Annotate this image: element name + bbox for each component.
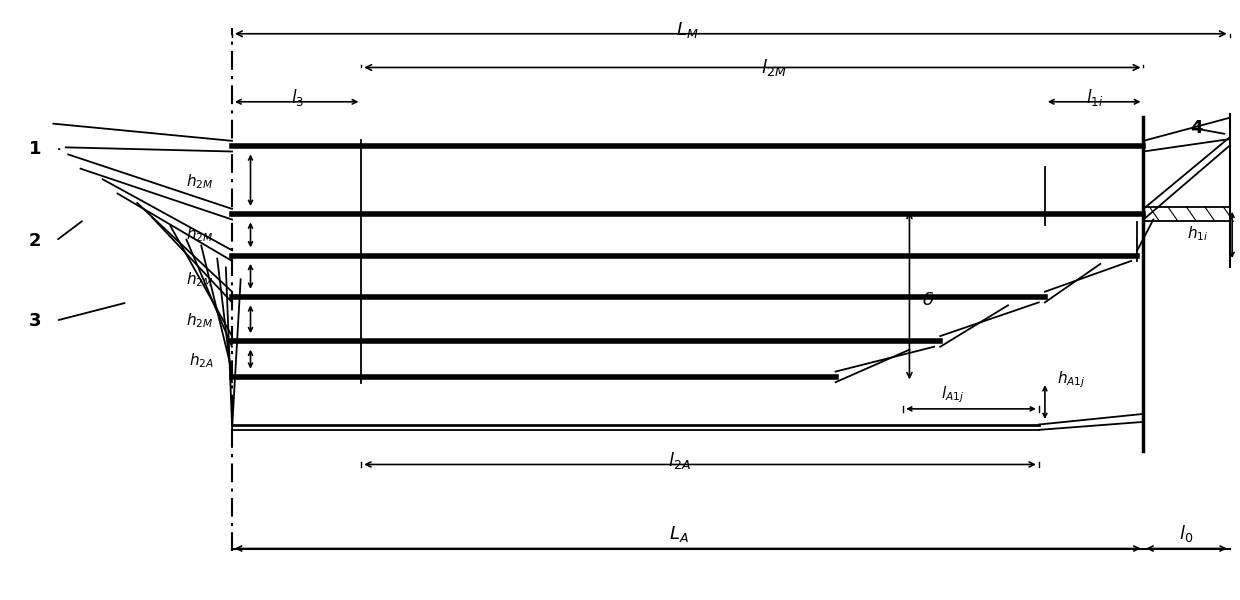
Text: $h_{A1j}$: $h_{A1j}$ <box>1058 370 1086 390</box>
Text: $l_{A1j}$: $l_{A1j}$ <box>941 384 965 405</box>
Text: $l_{2A}$: $l_{2A}$ <box>667 451 691 472</box>
Text: $h_{2M}$: $h_{2M}$ <box>186 270 213 289</box>
Text: 2: 2 <box>29 232 41 250</box>
Text: $h_{1i}$: $h_{1i}$ <box>1187 224 1208 243</box>
Text: $l_{2M}$: $l_{2M}$ <box>761 57 786 78</box>
Text: $L_M$: $L_M$ <box>677 20 699 40</box>
Text: 1: 1 <box>29 140 41 158</box>
Text: $l_0$: $l_0$ <box>1179 523 1194 544</box>
Text: $h_{2A}$: $h_{2A}$ <box>188 352 213 370</box>
Text: $l_3$: $l_3$ <box>290 87 304 108</box>
Text: 4: 4 <box>1190 119 1203 137</box>
Text: $l_{1i}$: $l_{1i}$ <box>1085 87 1102 108</box>
Text: $h_{2M}$: $h_{2M}$ <box>186 172 213 191</box>
Text: $L_A$: $L_A$ <box>670 524 689 544</box>
Text: $h_{2M}$: $h_{2M}$ <box>186 226 213 244</box>
Text: $h_{2M}$: $h_{2M}$ <box>186 311 213 330</box>
Text: $\delta$: $\delta$ <box>921 291 934 309</box>
Text: 3: 3 <box>29 312 41 330</box>
